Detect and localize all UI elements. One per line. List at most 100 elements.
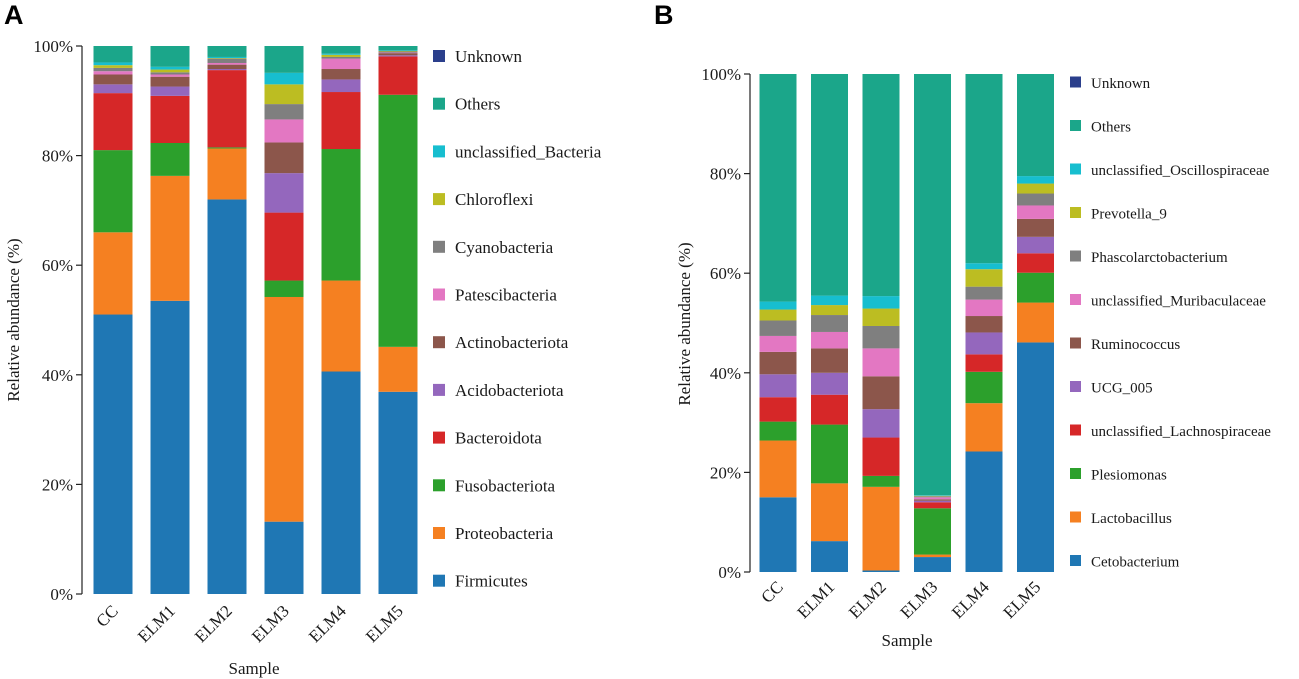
bar-segment-cc-unclassified-lachnospiraceae — [759, 397, 797, 422]
legend-label-unclassified-oscillospiraceae: unclassified_Oscillospiraceae — [1091, 163, 1270, 179]
bar-segment-elm4-ucg-005 — [965, 332, 1003, 355]
bar-segment-elm5-ucg-005 — [1017, 236, 1054, 254]
bar-segment-cc-cetobacterium — [759, 497, 797, 572]
legend-swatch-ruminococcus — [1070, 337, 1081, 349]
legend-label-unknown: Unknown — [455, 47, 523, 66]
bar-segment-elm2-prevotella-9 — [862, 308, 900, 326]
bar-segment-elm2-chloroflexi — [207, 58, 247, 59]
bar-segment-elm1-bacteroidota — [150, 95, 190, 143]
x-tick-label-elm4: ELM4 — [948, 577, 993, 622]
bar-segment-cc-others — [759, 74, 797, 302]
legend-swatch-phascolarctobacterium — [1070, 250, 1081, 262]
legend-swatch-actinobacteriota — [433, 336, 445, 349]
y-tick-label: 40% — [42, 366, 73, 385]
bar-segment-elm1-proteobacteria — [150, 175, 190, 301]
legend-swatch-patescibacteria — [433, 288, 445, 301]
bar-segment-elm4-others — [321, 46, 361, 54]
bar-segment-cc-lactobacillus — [759, 440, 797, 498]
legend-label-acidobacteriota: Acidobacteriota — [455, 381, 564, 400]
legend-label-patescibacteria: Patescibacteria — [455, 286, 557, 305]
legend-swatch-unclassified-oscillospiraceae — [1070, 163, 1081, 175]
bar-segment-cc-patescibacteria — [93, 71, 133, 75]
legend-label-ucg-005: UCG_005 — [1091, 381, 1153, 397]
bar-segment-elm3-ruminococcus — [914, 499, 951, 501]
y-tick-label: 60% — [710, 264, 741, 283]
y-tick-label: 0% — [718, 563, 741, 582]
bar-segment-elm4-acidobacteriota — [321, 79, 361, 93]
legend-swatch-cetobacterium — [1070, 555, 1081, 566]
legend-label-lactobacillus: Lactobacillus — [1091, 511, 1172, 527]
legend-swatch-lactobacillus — [1070, 511, 1081, 523]
bar-segment-elm4-cetobacterium — [965, 451, 1003, 572]
x-ticks-b: CC ELM1 ELM2 ELM3 ELM4 ELM5 — [757, 577, 1044, 622]
x-tick-label-elm2: ELM2 — [191, 601, 236, 646]
bar-segment-cc-bacteroidota — [93, 93, 133, 151]
legend-swatch-chloroflexi — [433, 193, 445, 206]
legend-swatch-cyanobacteria — [433, 240, 445, 253]
y-tick-label: 100% — [701, 65, 741, 84]
bar-segment-elm5-patescibacteria — [378, 52, 418, 54]
legend-swatch-unclassified-muribaculaceae — [1070, 294, 1081, 305]
bar-segment-elm3-cyanobacteria — [264, 104, 304, 120]
bar-segment-cc-others — [93, 46, 133, 63]
x-tick-label-elm5: ELM5 — [362, 601, 407, 646]
bar-segment-elm1-acidobacteriota — [150, 86, 190, 96]
bar-segment-elm5-proteobacteria — [378, 346, 418, 392]
x-tick-label-elm3: ELM3 — [248, 601, 293, 646]
y-tick-label: 0% — [50, 585, 73, 604]
y-axis-label-b: Relative abundance (%) — [675, 242, 694, 405]
bar-segment-elm1-prevotella-9 — [811, 305, 848, 316]
bar-segment-elm2-bacteroidota — [207, 70, 247, 148]
bar-segment-elm1-others — [150, 46, 190, 67]
bar-segment-elm1-firmicutes — [150, 300, 190, 594]
bar-segment-elm5-others — [1017, 74, 1054, 177]
bar-segment-elm4-unclassified-bacteria — [321, 53, 361, 55]
legend-label-ruminococcus: Ruminococcus — [1091, 337, 1180, 353]
bar-segment-elm3-unclassified-bacteria — [264, 72, 304, 85]
bar-segment-elm3-proteobacteria — [264, 296, 304, 522]
bar-segment-elm4-actinobacteriota — [321, 69, 361, 80]
bar-segment-elm5-cyanobacteria — [378, 51, 418, 53]
bar-segment-cc-cyanobacteria — [93, 67, 133, 72]
y-tick-label: 60% — [42, 256, 73, 275]
bar-segment-elm5-chloroflexi — [378, 50, 418, 52]
x-tick-label-elm3: ELM3 — [897, 577, 942, 622]
bar-segment-elm1-unclassified-bacteria — [150, 66, 190, 70]
bar-segment-elm2-acidobacteriota — [207, 69, 247, 71]
bar-segment-elm2-unclassified-muribaculaceae — [862, 348, 900, 377]
bar-segment-cc-acidobacteriota — [93, 84, 133, 94]
legend-swatch-unknown — [433, 50, 445, 62]
bar-segment-elm5-actinobacteriota — [378, 53, 418, 56]
bar-segment-elm5-unclassified-bacteria — [378, 50, 418, 51]
bar-segment-elm2-others — [862, 74, 900, 297]
bar-segment-elm1-chloroflexi — [150, 69, 190, 73]
bar-segment-elm3-firmicutes — [264, 521, 304, 594]
legend-swatch-unknown — [1070, 76, 1081, 88]
bar-segment-elm4-firmicutes — [321, 371, 361, 594]
bar-segment-elm3-ucg-005 — [914, 500, 951, 503]
x-tick-label-cc: CC — [92, 601, 121, 630]
legend-label-unclassified-muribaculaceae: unclassified_Muribaculaceae — [1091, 294, 1266, 310]
bars-a — [93, 46, 418, 594]
legend-label-unclassified-lachnospiraceae: unclassified_Lachnospiraceae — [1091, 424, 1271, 440]
bar-segment-elm2-phascolarctobacterium — [862, 325, 900, 349]
bar-segment-cc-actinobacteriota — [93, 74, 133, 85]
bar-segment-elm4-cyanobacteria — [321, 56, 361, 59]
legend-label-others: Others — [455, 95, 500, 114]
legend-label-cetobacterium: Cetobacterium — [1091, 555, 1180, 571]
bar-segment-elm1-cyanobacteria — [150, 72, 190, 75]
legend-swatch-plesiomonas — [1070, 468, 1081, 479]
bar-segment-elm3-phascolarctobacterium — [914, 496, 951, 498]
x-tick-label-cc: CC — [757, 577, 786, 606]
legend-swatch-firmicutes — [433, 574, 445, 587]
bar-segment-elm4-patescibacteria — [321, 58, 361, 70]
bar-segment-elm1-plesiomonas — [811, 424, 848, 484]
x-tick-label-elm2: ELM2 — [845, 577, 890, 622]
bar-segment-elm5-firmicutes — [378, 391, 418, 594]
bar-segment-elm2-patescibacteria — [207, 62, 247, 65]
bar-segment-elm1-lactobacillus — [811, 483, 848, 542]
bar-segment-elm3-cetobacterium — [914, 557, 951, 572]
bar-segment-cc-chloroflexi — [93, 65, 133, 68]
legend-swatch-ucg-005 — [1070, 381, 1081, 392]
y-tick-label: 100% — [33, 37, 73, 56]
